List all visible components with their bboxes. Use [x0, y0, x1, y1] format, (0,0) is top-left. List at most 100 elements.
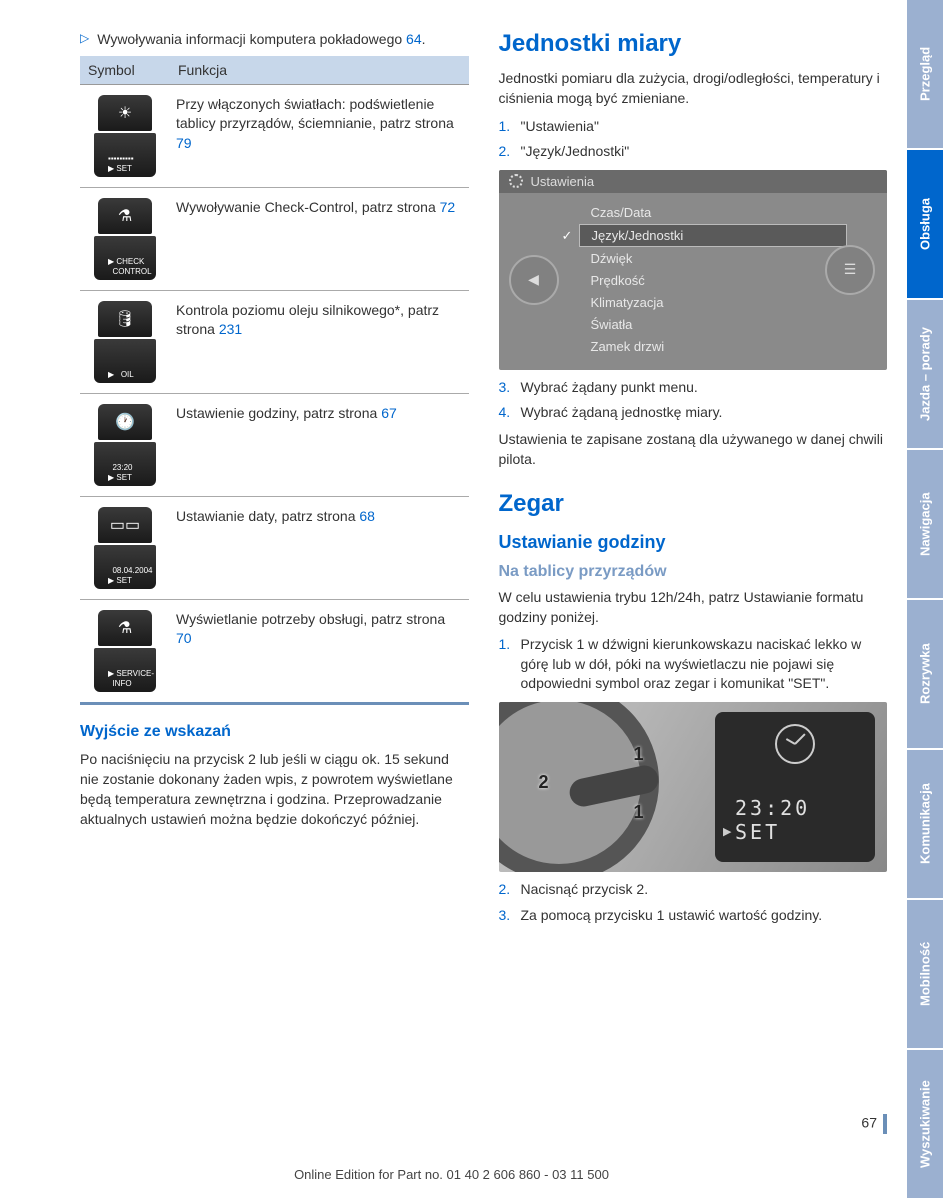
item-number: 4. [499, 403, 521, 423]
bullet-text: Wywoływania informacji komputera pokłado… [97, 30, 425, 50]
button-icon: 08.04.2004 ▶ SET [94, 545, 156, 589]
symbol-icon: 🕐 [98, 404, 152, 440]
page-ref[interactable]: 79 [176, 135, 192, 151]
item-text: "Język/Jednostki" [521, 142, 630, 162]
menu-item: Czas/Data [579, 202, 848, 223]
item-text: "Ustawienia" [521, 117, 599, 137]
function-text: Kontrola poziomu oleju silnikowego*, pat… [170, 297, 469, 387]
list-item: 3.Wybrać żądany punkt menu. [499, 378, 888, 398]
page-ref[interactable]: 68 [359, 508, 375, 524]
clock-steps-2: 2.Nacisnąć przycisk 2.3.Za pomocą przyci… [499, 880, 888, 925]
list-item: 4.Wybrać żądaną jednostkę miary. [499, 403, 888, 423]
clock-subsubheading: Na tablicy przyrządów [499, 563, 888, 581]
item-text: Wybrać żądaną jednostkę miary. [521, 403, 723, 423]
menu-item: Język/Jednostki [579, 224, 848, 247]
item-number: 2. [499, 880, 521, 900]
table-header: Symbol Funkcja [80, 56, 469, 85]
steps-list-2: 3.Wybrać żądany punkt menu.4.Wybrać żąda… [499, 378, 888, 423]
symbol-icon: ☀ [98, 95, 152, 131]
units-intro: Jednostki pomiaru dla zużycia, drogi/odl… [499, 68, 888, 109]
label-1-down: 1 [634, 802, 644, 823]
function-text: Przy włączonych światłach: podświetlenie… [170, 91, 469, 181]
sidebar-tab[interactable]: Komunikacja [907, 750, 943, 898]
after-steps-text: Ustawienia te zapisane zostaną dla używa… [499, 429, 888, 470]
function-text: Wywoływanie Check-Control, patrz strona … [170, 194, 469, 284]
menu-item: Światła [579, 314, 848, 335]
list-item: 2."Język/Jednostki" [499, 142, 888, 162]
sidebar-tab[interactable]: Przegląd [907, 0, 943, 148]
right-column: Jednostki miary Jednostki pomiaru dla zu… [499, 30, 888, 1180]
sidebar-tab[interactable]: Mobilność [907, 900, 943, 1048]
page-ref[interactable]: 64 [406, 31, 422, 47]
list-item: 1."Ustawienia" [499, 117, 888, 137]
label-2: 2 [539, 772, 549, 793]
button-icon: 23:20 ▶ SET [94, 442, 156, 486]
item-text: Nacisnąć przycisk 2. [521, 880, 649, 900]
th-symbol: Symbol [88, 62, 178, 78]
clock-steps-1: 1.Przycisk 1 w dźwigni kierunkowskazu na… [499, 635, 888, 694]
th-function: Funkcja [178, 62, 461, 78]
label-1-up: 1 [634, 744, 644, 765]
item-text: Wybrać żądany punkt menu. [521, 378, 698, 398]
clock-intro: W celu ustawienia trybu 12h/24h, patrz U… [499, 587, 888, 628]
symbol-icon: 🛢 [98, 301, 152, 337]
page-ref[interactable]: 72 [440, 199, 456, 215]
function-text: Ustawianie daty, patrz strona 68 [170, 503, 469, 593]
symbol-icon: ⚗ [98, 610, 152, 646]
left-knob-icon: ◀ [509, 255, 559, 305]
clock-heading: Zegar [499, 490, 888, 518]
clock-icon [775, 724, 815, 764]
symbol-table: ☀▪▪▪▪▪▪▪▪▪ ▶ SET Przy włączonych światłac… [80, 85, 469, 705]
table-row: ⚗▶ SERVICE- INFOWyświetlanie potrzeby ob… [80, 600, 469, 705]
button-icon: ▶ CHECK CONTROL [94, 236, 156, 280]
button-icon: ▶ SERVICE- INFO [94, 648, 156, 692]
page-ref[interactable]: 67 [381, 405, 397, 421]
item-text: Przycisk 1 w dźwigni kierunkowskazu naci… [521, 635, 888, 694]
sidebar-tab[interactable]: Obsługa [907, 150, 943, 298]
clock-subheading: Ustawianie godziny [499, 532, 888, 553]
left-column: ▷ Wywoływania informacji komputera pokła… [80, 30, 469, 1180]
units-heading: Jednostki miary [499, 30, 888, 58]
menu-item: Klimatyzacja [579, 292, 848, 313]
icon-cell: 🛢▶ OIL [80, 297, 170, 387]
icon-cell: ▭▭ 08.04.2004 ▶ SET [80, 503, 170, 593]
menu-screenshot: Ustawienia Czas/DataJęzyk/JednostkiDźwię… [499, 170, 888, 370]
symbol-icon: ⚗ [98, 198, 152, 234]
item-text: Za pomocą przycisku 1 ustawić wartość go… [521, 906, 823, 926]
right-knob-icon: ☰ [825, 245, 875, 295]
bullet-item: ▷ Wywoływania informacji komputera pokła… [80, 30, 469, 50]
sidebar-tab[interactable]: Rozrywka [907, 600, 943, 748]
item-number: 1. [499, 117, 521, 137]
item-number: 1. [499, 635, 521, 694]
gear-icon [509, 174, 523, 188]
sidebar-tab[interactable]: Wyszukiwanie [907, 1050, 943, 1198]
icon-cell: ⚗▶ SERVICE- INFO [80, 606, 170, 696]
display-panel: ▶ 23:20SET [715, 712, 875, 862]
function-text: Wyświetlanie potrzeby obsługi, patrz str… [170, 606, 469, 696]
page-number: 67 [861, 1114, 887, 1134]
item-number: 3. [499, 378, 521, 398]
function-text: Ustawienie godziny, patrz strona 67 [170, 400, 469, 490]
sidebar-tabs: PrzeglądObsługaJazda – poradyNawigacjaRo… [907, 0, 943, 1200]
item-number: 2. [499, 142, 521, 162]
page-ref[interactable]: 231 [219, 321, 242, 337]
table-row: 🕐 23:20 ▶ SET Ustawienie godziny, patrz s… [80, 394, 469, 497]
menu-item: Zamek drzwi [579, 336, 848, 357]
footer-text: Online Edition for Part no. 01 40 2 606 … [0, 1167, 903, 1182]
menu-item: Prędkość [579, 270, 848, 291]
screenshot-title-bar: Ustawienia [499, 170, 888, 193]
list-item: 2.Nacisnąć przycisk 2. [499, 880, 888, 900]
icon-cell: ⚗▶ CHECK CONTROL [80, 194, 170, 284]
table-row: ⚗▶ CHECK CONTROLWywoływanie Check-Contro… [80, 188, 469, 291]
display-text: 23:20SET [735, 796, 810, 844]
button-icon: ▪▪▪▪▪▪▪▪▪ ▶ SET [94, 133, 156, 177]
page-ref[interactable]: 70 [176, 630, 192, 646]
sidebar-tab[interactable]: Jazda – porady [907, 300, 943, 448]
sidebar-tab[interactable]: Nawigacja [907, 450, 943, 598]
exit-heading: Wyjście ze wskazań [80, 723, 469, 741]
item-number: 3. [499, 906, 521, 926]
triangle-icon: ▶ [723, 825, 731, 838]
menu-item: Dźwięk [579, 248, 848, 269]
table-row: 🛢▶ OILKontrola poziomu oleju silnikowego… [80, 291, 469, 394]
list-item: 1.Przycisk 1 w dźwigni kierunkowskazu na… [499, 635, 888, 694]
